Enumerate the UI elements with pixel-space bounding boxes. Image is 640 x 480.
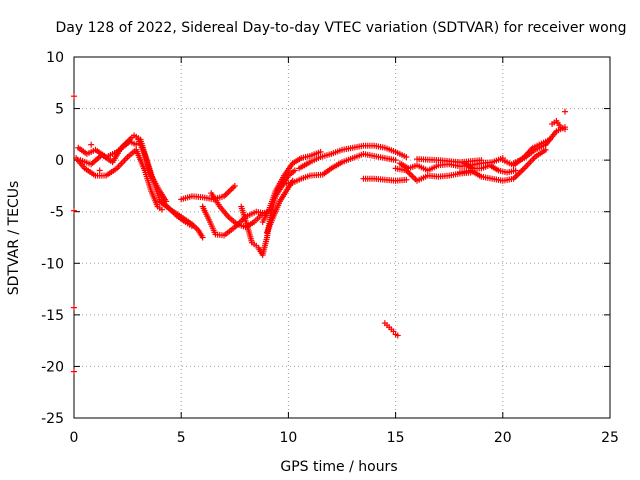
data-point — [390, 328, 397, 335]
data-point — [394, 332, 401, 339]
data-point — [71, 93, 77, 100]
y-tick-label: 5 — [55, 102, 64, 118]
y-tick-label: 0 — [55, 153, 64, 169]
y-tick-label: -10 — [41, 256, 64, 272]
data-point — [158, 206, 165, 213]
data-point — [561, 126, 568, 133]
chart-title: Day 128 of 2022, Sidereal Day-to-day VTE… — [56, 20, 627, 36]
x-tick-label: 20 — [494, 430, 512, 446]
data-point — [71, 368, 77, 375]
data-point — [542, 146, 549, 153]
x-tick-label: 25 — [601, 430, 619, 446]
plot-frame — [73, 56, 611, 419]
y-tick-label: -25 — [41, 411, 64, 427]
data-point — [96, 167, 103, 174]
y-tick-label: -20 — [41, 359, 64, 375]
y-tick-label: 10 — [46, 50, 64, 66]
data-point — [71, 207, 77, 214]
data-point — [163, 198, 170, 205]
grid — [74, 57, 610, 418]
data-point — [392, 157, 399, 164]
y-tick-label: -5 — [50, 205, 64, 221]
x-tick-label: 10 — [279, 430, 297, 446]
data-point — [403, 154, 410, 161]
data-point — [71, 304, 77, 311]
data-point — [291, 167, 298, 174]
data-point — [403, 176, 410, 183]
x-tick-label: 5 — [177, 430, 186, 446]
x-axis-label: GPS time / hours — [280, 459, 397, 475]
data-point — [317, 148, 324, 155]
data-point — [478, 157, 485, 164]
axis-ticks: 0 5 10 15 20 25 10 5 0 -5 -10 -15 -20 -25 — [41, 50, 619, 446]
data-point — [512, 167, 519, 174]
data-point — [561, 108, 568, 115]
x-tick-label: 0 — [70, 430, 79, 446]
y-axis-label: SDTVAR / TECUs — [6, 181, 22, 296]
data-point — [199, 234, 206, 241]
data-point — [231, 182, 238, 189]
data-point — [133, 141, 140, 148]
data-point — [88, 141, 95, 148]
y-tick-label: -15 — [41, 308, 64, 324]
x-tick-label: 15 — [387, 430, 405, 446]
data-points — [71, 93, 568, 375]
